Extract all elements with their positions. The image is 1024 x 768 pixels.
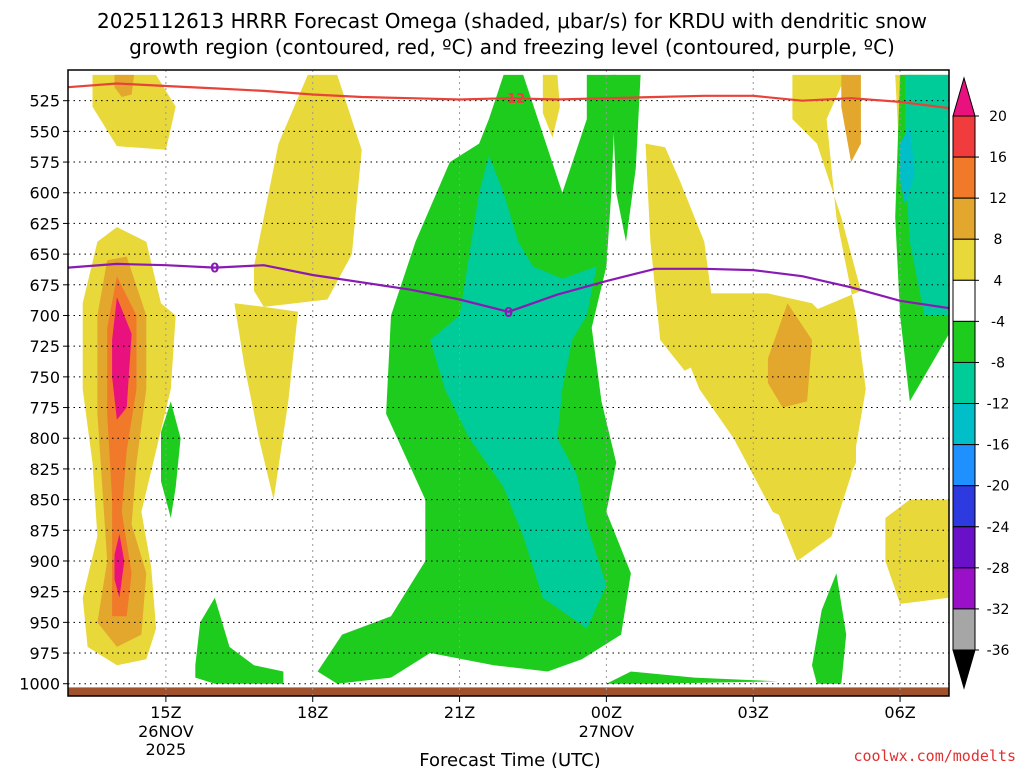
colorbar: 20 16 12 8 4 -4 -8 -12 -16 -20 -24 -28 -32 -36 [952,76,1010,690]
omega-region-20 [195,597,284,684]
credit-text: coolwx.com/modelts [853,747,1016,765]
omega-region-1 [114,74,135,97]
omega-region-7 [112,297,132,420]
omega-region-15 [885,499,949,604]
colorbar-bottom-arrow [952,649,976,690]
colorbar-tick-label: -28 [987,561,1010,577]
colorbar-bin [952,279,976,322]
y-tick-label: 675 [29,276,60,295]
y-tick-label: 550 [29,122,60,141]
omega-region-18 [611,74,641,242]
y-tick-label: 725 [29,337,60,356]
omega-region-25 [606,671,778,684]
colorbar-tick-label: 8 [994,232,1003,248]
y-tick-label: 625 [29,214,60,233]
colorbar-bin [952,115,976,158]
freezing-level-contour [68,262,949,313]
x-axis-label: Forecast Time (UTC) [419,750,600,768]
y-tick-label: 1000 [19,675,60,694]
y-tick-label: 525 [29,92,60,111]
colorbar-tick-label: -32 [987,602,1010,618]
y-tick-label: 950 [29,613,60,632]
omega-region-13 [841,74,861,163]
y-tick-label: 750 [29,368,60,387]
x-tick-date: 27NOV [579,722,635,741]
temperature-contours: -12 0 0 [68,82,949,321]
colorbar-bin [952,526,976,569]
x-tick-label: 18Z [297,703,328,722]
y-tick-label: 975 [29,644,60,663]
colorbar-tick-label: -16 [987,438,1010,454]
colorbar-tick-label: 16 [989,150,1007,166]
colorbar-bin [952,361,976,405]
ground-strip [68,687,949,696]
pressure-axis: 525 550 575 600 625 650 675 700 725 750 775 800 825 8… [19,92,68,694]
chart-title-line2: growth region (contoured, red, ºC) and f… [129,35,895,59]
omega-region-17 [430,155,607,629]
omega-region-8 [114,534,125,598]
colorbar-tick-label: 12 [989,191,1007,207]
y-tick-label: 575 [29,153,60,172]
x-tick-label: 03Z [738,703,769,722]
colorbar-top-arrow [952,76,976,117]
omega-region-24 [900,125,915,205]
y-tick-label: 775 [29,399,60,418]
colorbar-bin [952,238,976,281]
y-tick-label: 900 [29,552,60,571]
omega-region-23 [905,74,949,316]
colorbar-bin [952,444,976,487]
colorbar-tick-label: -8 [991,355,1005,371]
x-tick-year: 2025 [146,740,187,759]
freezing-label-a: 0 [210,262,219,277]
colorbar-bin [952,608,976,651]
y-tick-label: 850 [29,491,60,510]
colorbar-tick-label: -24 [987,520,1010,536]
colorbar-bin [952,485,976,528]
colorbar-tick-label: 20 [989,109,1007,125]
y-tick-label: 800 [29,429,60,448]
y-tick-label: 650 [29,245,60,264]
y-tick-label: 700 [29,306,60,325]
plot-frame [67,69,950,697]
colorbar-bin [952,567,976,610]
omega-region-9 [542,74,560,138]
ground-layer [68,687,949,696]
colorbar-bin [952,403,976,446]
y-tick-label: 600 [29,184,60,203]
colorbar-tick-label: 4 [994,273,1003,289]
dgz-contour-red [68,82,949,110]
y-tick-label: 825 [29,460,60,479]
colorbar-tick-label: -4 [991,314,1005,330]
omega-region-12 [767,303,812,408]
freezing-label-b: 0 [504,306,513,321]
colorbar-bin [952,197,976,240]
x-tick-label: 21Z [444,703,475,722]
omega-shading [82,74,949,684]
omega-region-2 [254,74,362,307]
chart-title-line1: 2025112613 HRRR Forecast Omega (shaded, … [97,9,927,33]
dotted-gridlines [68,70,949,696]
omega-region-21 [812,573,847,684]
colorbar-bin [952,320,976,363]
y-tick-label: 925 [29,583,60,602]
x-tick-label: 00Z [591,703,622,722]
colorbar-tick-label: -20 [987,479,1010,495]
x-tick-label: 06Z [884,703,915,722]
dgz-contour-label: -12 [502,92,526,107]
colorbar-bin [952,156,976,199]
colorbar-tick-label: -36 [987,643,1010,659]
x-tick-date: 26NOV [138,722,194,741]
colorbar-tick-label: -12 [987,397,1010,413]
omega-region-3 [234,303,298,500]
y-tick-label: 875 [29,521,60,540]
x-tick-label: 15Z [150,703,181,722]
